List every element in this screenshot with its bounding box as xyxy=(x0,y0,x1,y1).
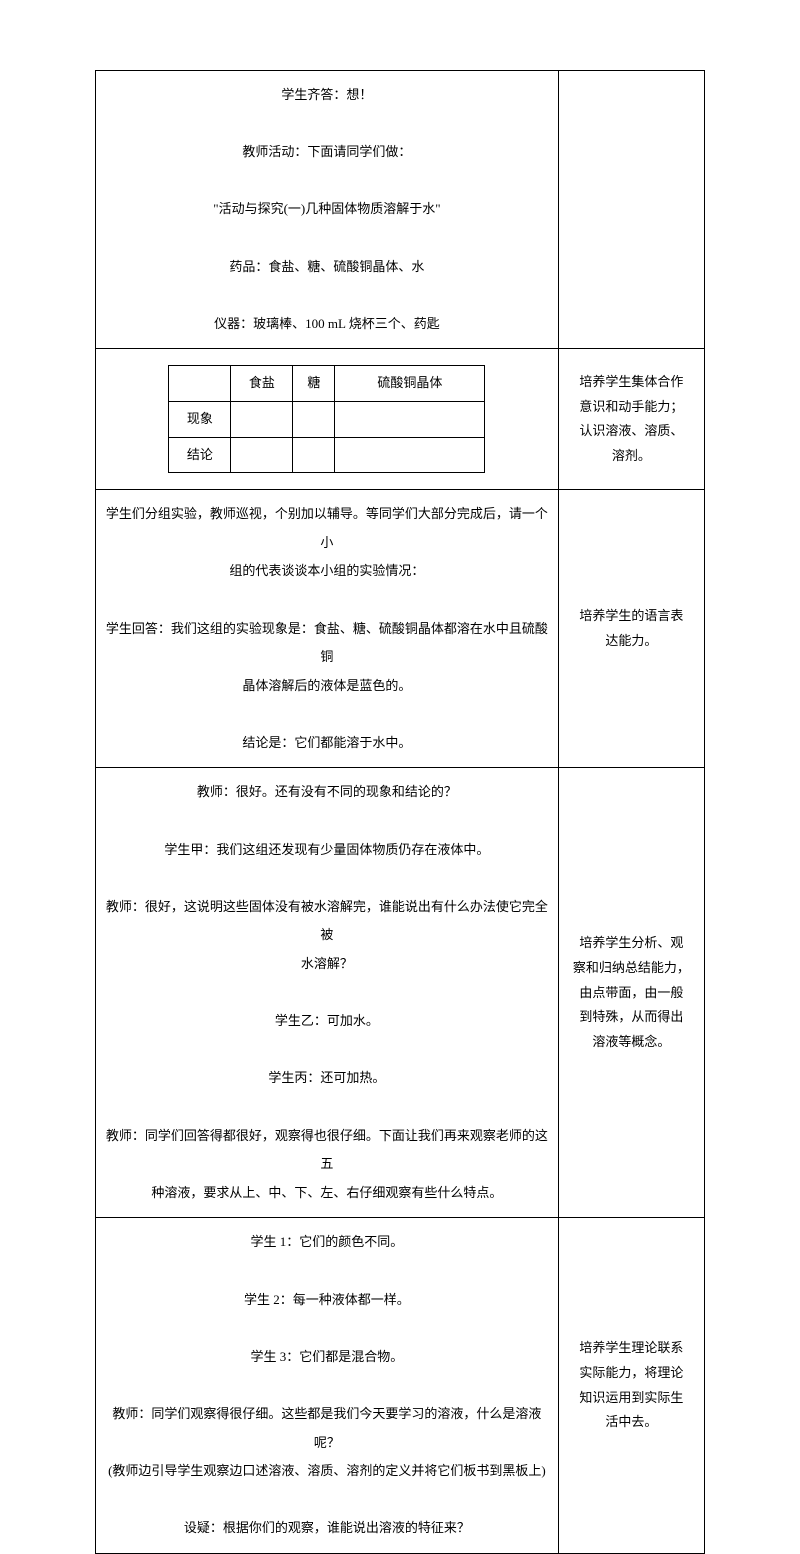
activity-line: 教师：同学们回答得都很好，观察得也很仔细。下面让我们再来观察老师的这五 xyxy=(104,1122,550,1179)
activity-line xyxy=(104,281,550,310)
inner-header xyxy=(169,366,231,402)
inner-row-label: 结论 xyxy=(169,437,231,473)
activity-line xyxy=(104,807,550,836)
activity-line: 组的代表谈谈本小组的实验情况： xyxy=(104,557,550,586)
activity-line: 学生 2：每一种液体都一样。 xyxy=(104,1286,550,1315)
lesson-row: 学生齐答：想！ 教师活动：下面请同学们做： "活动与探究(一)几种固体物质溶解于… xyxy=(96,71,705,349)
objective-line: 活中去。 xyxy=(567,1410,696,1435)
activity-line: 设疑：根据你们的观察，谁能说出溶液的特征来？ xyxy=(104,1514,550,1543)
activity-line: 学生回答：我们这组的实验现象是：食盐、糖、硫酸铜晶体都溶在水中且硫酸铜 xyxy=(104,615,550,672)
objective-cell: 培养学生集体合作意识和动手能力；认识溶液、溶质、溶剂。 xyxy=(558,349,704,490)
objective-line: 察和归纳总结能力， xyxy=(567,956,696,981)
objective-line: 培养学生理论联系 xyxy=(567,1336,696,1361)
activity-line: 学生甲：我们这组还发现有少量固体物质仍存在液体中。 xyxy=(104,836,550,865)
activity-line xyxy=(104,1371,550,1400)
objective-line: 认识溶液、溶质、 xyxy=(567,419,696,444)
inner-cell xyxy=(231,401,293,437)
activity-line: 教师：很好。还有没有不同的现象和结论的？ xyxy=(104,778,550,807)
lesson-row: 教师：很好。还有没有不同的现象和结论的？ 学生甲：我们这组还发现有少量固体物质仍… xyxy=(96,768,705,1218)
objective-line: 培养学生的语言表 xyxy=(567,604,696,629)
activity-line xyxy=(104,979,550,1008)
inner-cell xyxy=(335,437,485,473)
objective-line: 达能力。 xyxy=(567,629,696,654)
activity-cell: 学生 1：它们的颜色不同。 学生 2：每一种液体都一样。 学生 3：它们都是混合… xyxy=(96,1218,559,1554)
activity-line xyxy=(104,586,550,615)
objective-line: 实际能力，将理论 xyxy=(567,1361,696,1386)
activity-cell: 教师：很好。还有没有不同的现象和结论的？ 学生甲：我们这组还发现有少量固体物质仍… xyxy=(96,768,559,1218)
activity-line xyxy=(104,1314,550,1343)
objective-line: 到特殊，从而得出 xyxy=(567,1005,696,1030)
activity-line xyxy=(104,1257,550,1286)
activity-cell: 学生齐答：想！ 教师活动：下面请同学们做： "活动与探究(一)几种固体物质溶解于… xyxy=(96,71,559,349)
objective-line: 知识运用到实际生 xyxy=(567,1386,696,1411)
inner-cell xyxy=(293,437,335,473)
lesson-row: 学生 1：它们的颜色不同。 学生 2：每一种液体都一样。 学生 3：它们都是混合… xyxy=(96,1218,705,1554)
observation-table: 食盐糖硫酸铜晶体现象结论 xyxy=(168,365,485,473)
lesson-row: 食盐糖硫酸铜晶体现象结论培养学生集体合作意识和动手能力；认识溶液、溶质、溶剂。 xyxy=(96,349,705,490)
activity-line: "活动与探究(一)几种固体物质溶解于水" xyxy=(104,195,550,224)
inner-header: 硫酸铜晶体 xyxy=(335,366,485,402)
objective-cell: 培养学生理论联系实际能力，将理论知识运用到实际生活中去。 xyxy=(558,1218,704,1554)
inner-cell xyxy=(293,401,335,437)
activity-line: 教师：同学们观察得很仔细。这些都是我们今天要学习的溶液，什么是溶液呢？ xyxy=(104,1400,550,1457)
objective-line: 溶液等概念。 xyxy=(567,1030,696,1055)
activity-line: 教师活动：下面请同学们做： xyxy=(104,138,550,167)
activity-line: 晶体溶解后的液体是蓝色的。 xyxy=(104,672,550,701)
objective-cell: 培养学生分析、观察和归纳总结能力，由点带面，由一般到特殊，从而得出溶液等概念。 xyxy=(558,768,704,1218)
activity-line: 学生丙：还可加热。 xyxy=(104,1064,550,1093)
objective-line: 意识和动手能力； xyxy=(567,395,696,420)
activity-line xyxy=(104,700,550,729)
inner-cell xyxy=(335,401,485,437)
objective-cell: 培养学生的语言表达能力。 xyxy=(558,490,704,768)
activity-line: 水溶解？ xyxy=(104,950,550,979)
inner-header: 糖 xyxy=(293,366,335,402)
objective-line: 培养学生分析、观 xyxy=(567,931,696,956)
lesson-plan-table: 学生齐答：想！ 教师活动：下面请同学们做： "活动与探究(一)几种固体物质溶解于… xyxy=(95,70,705,1554)
activity-line: 结论是：它们都能溶于水中。 xyxy=(104,729,550,758)
activity-line: 仪器：玻璃棒、100 mL 烧杯三个、药匙 xyxy=(104,310,550,339)
activity-line: 学生 3：它们都是混合物。 xyxy=(104,1343,550,1372)
activity-line xyxy=(104,1093,550,1122)
activity-line xyxy=(104,110,550,139)
activity-line: 药品：食盐、糖、硫酸铜晶体、水 xyxy=(104,253,550,282)
inner-row-label: 现象 xyxy=(169,401,231,437)
objective-cell xyxy=(558,71,704,349)
activity-cell: 学生们分组实验，教师巡视，个别加以辅导。等同学们大部分完成后，请一个小组的代表谈… xyxy=(96,490,559,768)
activity-line: 种溶液，要求从上、中、下、左、右仔细观察有些什么特点。 xyxy=(104,1179,550,1208)
activity-line: 学生齐答：想！ xyxy=(104,81,550,110)
activity-line: 学生们分组实验，教师巡视，个别加以辅导。等同学们大部分完成后，请一个小 xyxy=(104,500,550,557)
inner-cell xyxy=(231,437,293,473)
objective-line: 由点带面，由一般 xyxy=(567,981,696,1006)
lesson-row: 学生们分组实验，教师巡视，个别加以辅导。等同学们大部分完成后，请一个小组的代表谈… xyxy=(96,490,705,768)
activity-line: 学生乙：可加水。 xyxy=(104,1007,550,1036)
activity-line: (教师边引导学生观察边口述溶液、溶质、溶剂的定义并将它们板书到黑板上) xyxy=(104,1457,550,1486)
activity-line: 教师：很好，这说明这些固体没有被水溶解完，谁能说出有什么办法使它完全被 xyxy=(104,893,550,950)
activity-line xyxy=(104,1036,550,1065)
objective-line: 培养学生集体合作 xyxy=(567,370,696,395)
objective-line: 溶剂。 xyxy=(567,444,696,469)
activity-line xyxy=(104,864,550,893)
activity-line xyxy=(104,224,550,253)
activity-cell: 食盐糖硫酸铜晶体现象结论 xyxy=(96,349,559,490)
activity-line xyxy=(104,167,550,196)
inner-header: 食盐 xyxy=(231,366,293,402)
activity-line xyxy=(104,1486,550,1515)
activity-line: 学生 1：它们的颜色不同。 xyxy=(104,1228,550,1257)
